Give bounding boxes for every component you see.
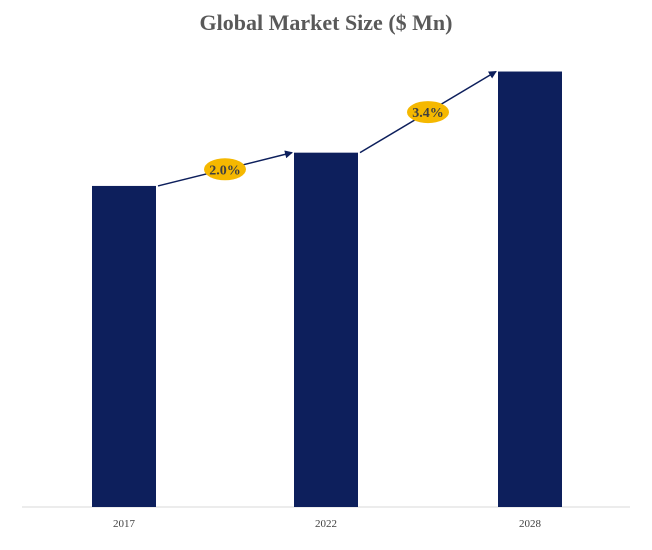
x-tick-label-2028: 2028 (519, 518, 542, 530)
cagr-label-1: 2.0% (209, 163, 241, 178)
cagr-badge-1 (204, 158, 246, 181)
x-tick-label-2022: 2022 (315, 518, 337, 530)
cagr-label-2: 3.4% (412, 106, 444, 121)
chart-title: Global Market Size ($ Mn) (199, 10, 453, 35)
bar-2017 (92, 185, 156, 507)
cagr-badge-2 (407, 101, 449, 124)
x-tick-label-2017: 2017 (113, 518, 136, 530)
bar-2022 (294, 152, 358, 507)
bar-2028 (498, 71, 562, 508)
